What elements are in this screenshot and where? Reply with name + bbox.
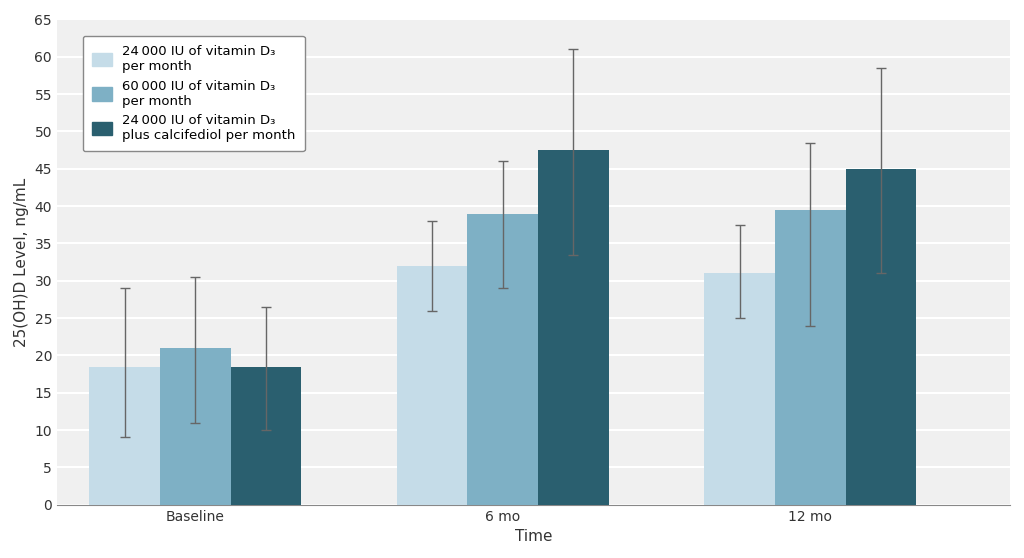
Bar [539, 150, 609, 504]
Legend: 24 000 IU of vitamin D₃
per month, 60 000 IU of vitamin D₃
per month, 24 000 IU : 24 000 IU of vitamin D₃ per month, 60 00… [83, 36, 305, 151]
Y-axis label: 25(OH)D Level, ng/mL: 25(OH)D Level, ng/mL [14, 177, 29, 347]
Bar [396, 266, 467, 504]
Bar [705, 273, 775, 504]
Bar [230, 367, 301, 504]
X-axis label: Time: Time [515, 529, 552, 544]
Bar [467, 214, 539, 504]
Bar [89, 367, 160, 504]
Bar [846, 169, 916, 504]
Bar [775, 210, 846, 504]
Bar [160, 348, 230, 504]
